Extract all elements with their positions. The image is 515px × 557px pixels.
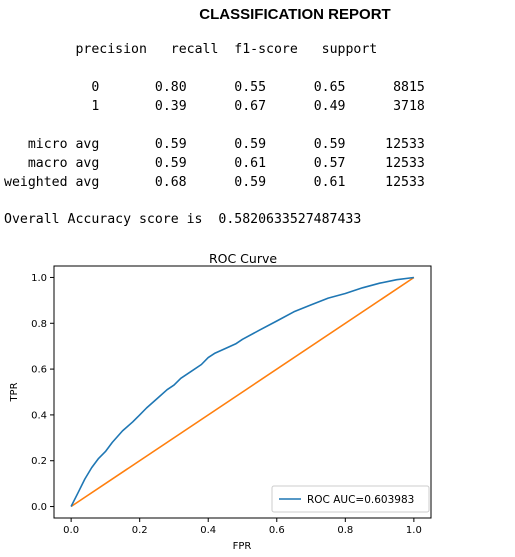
cell-value: 0.59 [234, 175, 267, 190]
cell-value: 0.61 [313, 175, 346, 190]
legend-box [271, 485, 430, 513]
accuracy-label: Overall Accuracy score is [4, 212, 203, 227]
cell-value: 0.68 [154, 175, 187, 190]
header-f1-score: f1-score [234, 42, 298, 57]
x-tick-label: 1.0 [406, 525, 422, 536]
header-recall: recall [170, 42, 219, 57]
cell-value: 0.39 [154, 99, 187, 114]
cell-value: 0.59 [154, 137, 187, 152]
row-label: macro avg [27, 156, 100, 171]
chart-title: ROC Curve [209, 251, 277, 266]
y-tick-label: 0.2 [31, 456, 47, 467]
y-tick-label: 1.0 [31, 273, 47, 284]
x-tick-label: 0.6 [269, 525, 285, 536]
x-axis-ticks: 0.0 0.2 0.4 0.6 0.8 1.0 [63, 518, 422, 536]
cell-value: 0.61 [234, 156, 267, 171]
baseline-diagonal-line [70, 276, 415, 508]
cell-value: 0.55 [234, 80, 267, 95]
row-label: 0 [91, 80, 100, 95]
row-label: 1 [91, 99, 100, 114]
cell-value: 0.67 [234, 99, 267, 114]
row-label: micro avg [27, 137, 100, 152]
cell-value: 0.57 [313, 156, 346, 171]
x-tick-label: 0.2 [132, 525, 148, 536]
x-tick-label: 0.4 [200, 525, 216, 536]
cell-value: 12533 [385, 137, 425, 152]
y-axis-ticks: 0.0 0.2 0.4 0.6 0.8 1.0 [31, 273, 54, 513]
cell-value: 8815 [393, 80, 425, 95]
cell-value: 3718 [393, 99, 425, 114]
cell-value: 0.59 [234, 137, 267, 152]
row-label: weighted avg [4, 175, 100, 190]
x-tick-label: 0.0 [63, 525, 79, 536]
y-tick-label: 0.4 [31, 410, 47, 421]
cell-value: 12533 [385, 156, 425, 171]
x-tick-label: 0.8 [337, 525, 353, 536]
header-support: support [321, 42, 378, 57]
accuracy-value: 0.5820633527487433 [218, 212, 362, 227]
plot-series [70, 276, 415, 508]
cell-value: 0.49 [313, 99, 346, 114]
y-tick-label: 0.6 [31, 365, 47, 376]
cell-value: 0.80 [154, 80, 187, 95]
cell-value: 0.59 [313, 137, 346, 152]
legend: ROC AUC=0.603983 [271, 485, 430, 513]
plot-frame [53, 265, 432, 519]
legend-label: ROC AUC=0.603983 [307, 494, 414, 506]
header-precision: precision [75, 42, 147, 57]
y-tick-label: 0.0 [31, 502, 47, 513]
y-tick-label: 0.8 [31, 319, 47, 330]
y-axis-label: TPR [9, 382, 20, 402]
cell-value: 0.59 [154, 156, 187, 171]
classification-report-table: precision recall f1-score support 0 0.80… [4, 40, 425, 192]
roc-curve-line [70, 276, 415, 507]
overall-accuracy-line: Overall Accuracy score is 0.582063352748… [4, 212, 361, 227]
report-title: CLASSIFICATION REPORT [199, 6, 391, 23]
cell-value: 0.65 [313, 80, 346, 95]
cell-value: 12533 [385, 175, 425, 190]
x-axis-label: FPR [233, 541, 252, 552]
